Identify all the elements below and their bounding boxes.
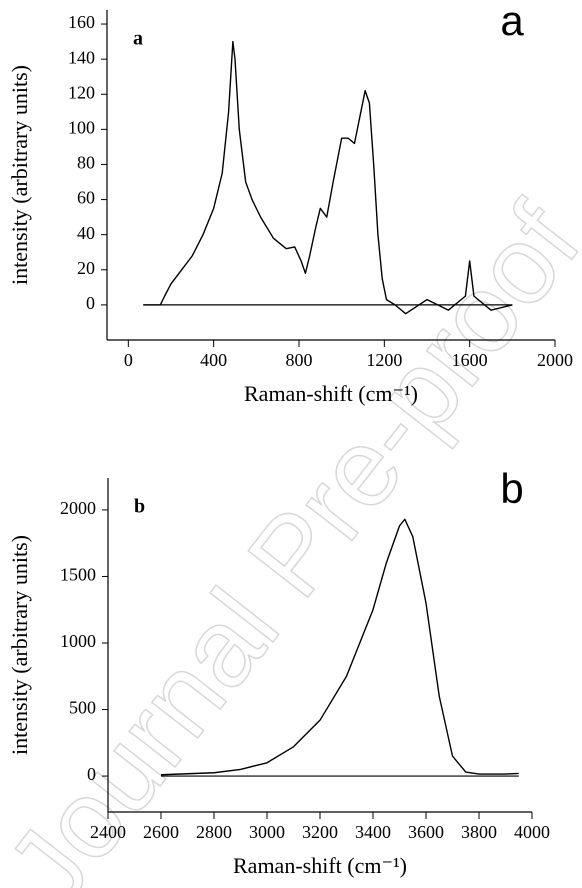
- x-tick-label: 2000: [537, 350, 573, 370]
- y-tick-label: 160: [68, 12, 95, 32]
- data-line: [143, 40, 513, 315]
- y-tick-label: 0: [86, 293, 95, 313]
- corner-label: a: [500, 0, 524, 44]
- y-tick-label: 2000: [60, 498, 96, 518]
- y-tick-label: 120: [68, 82, 95, 102]
- x-tick-label: 400: [200, 350, 227, 370]
- x-tick-label: 3200: [302, 822, 338, 842]
- corner-label: b: [500, 465, 523, 512]
- y-tick-label: 140: [68, 47, 95, 67]
- data-line: [160, 518, 519, 776]
- x-tick-label: 2800: [196, 822, 232, 842]
- x-tick-label: 800: [286, 350, 313, 370]
- x-tick-label: 1200: [366, 350, 402, 370]
- y-axis-title: intensity (arbitrary units): [7, 65, 32, 285]
- y-tick-label: 60: [77, 188, 95, 208]
- y-tick-label: 1500: [60, 565, 96, 585]
- y-tick-label: 500: [69, 698, 96, 718]
- y-tick-label: 20: [77, 258, 95, 278]
- x-tick-label: 3400: [355, 822, 391, 842]
- y-tick-label: 80: [77, 153, 95, 173]
- x-tick-label: 1600: [452, 350, 488, 370]
- x-tick-label: 3800: [461, 822, 497, 842]
- y-tick-label: 0: [87, 764, 96, 784]
- x-axis-title: Raman-shift (cm⁻¹): [233, 853, 407, 878]
- x-tick-label: 2400: [90, 822, 126, 842]
- y-tick-label: 1000: [60, 631, 96, 651]
- x-tick-label: 3600: [408, 822, 444, 842]
- x-tick-label: 2600: [143, 822, 179, 842]
- x-axis-title: Raman-shift (cm⁻¹): [244, 381, 418, 406]
- panel-label: b: [134, 496, 145, 518]
- x-tick-label: 0: [124, 350, 133, 370]
- y-axis-title: intensity (arbitrary units): [7, 535, 32, 755]
- y-tick-label: 100: [68, 117, 95, 137]
- x-tick-label: 3000: [249, 822, 285, 842]
- x-tick-label: 4000: [514, 822, 550, 842]
- y-tick-label: 40: [77, 223, 95, 243]
- panel-label: a: [133, 28, 143, 50]
